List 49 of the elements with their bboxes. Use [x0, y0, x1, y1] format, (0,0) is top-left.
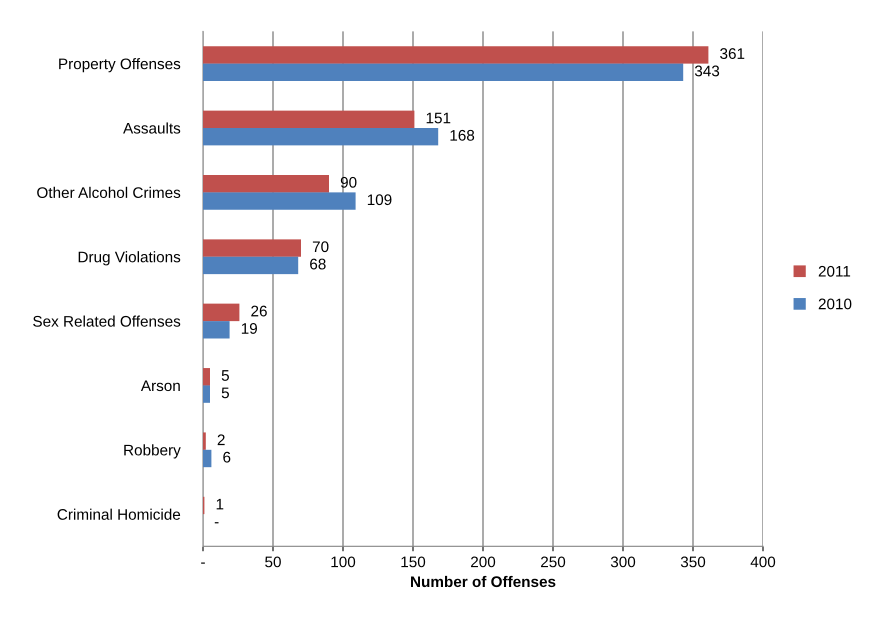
data-label: 68 — [310, 258, 326, 270]
data-label: 151 — [426, 112, 450, 124]
y-tick-label: Arson — [140, 380, 180, 392]
bar — [203, 432, 206, 450]
x-tick-label: 250 — [541, 556, 566, 568]
data-label: 1 — [216, 498, 224, 510]
legend-label: 2010 — [818, 298, 852, 310]
data-label: 19 — [242, 323, 257, 334]
x-tick-label: 350 — [680, 556, 706, 568]
y-tick-label: Other Alcohol Crimes — [37, 186, 180, 198]
bar — [203, 239, 301, 257]
y-tick-label: Property Offenses — [59, 58, 180, 72]
bar — [203, 64, 684, 81]
data-label: 5 — [222, 370, 229, 381]
legend-label: 2011 — [818, 266, 850, 277]
x-tick-label: 50 — [265, 556, 281, 568]
bar — [203, 256, 298, 274]
data-label: 168 — [450, 130, 474, 141]
y-tick-label: Robbery — [124, 444, 181, 459]
y-tick-label: Criminal Homicide — [58, 508, 180, 520]
data-label: 109 — [368, 194, 392, 206]
bar — [203, 192, 356, 210]
data-label: 5 — [222, 388, 229, 398]
data-label: 90 — [340, 176, 357, 188]
x-tick-label: 400 — [750, 556, 776, 568]
x-tick-label: 100 — [331, 556, 356, 568]
bar — [203, 321, 230, 338]
bar — [203, 128, 438, 146]
bar — [203, 110, 414, 128]
data-label: 2 — [218, 434, 225, 446]
bar — [203, 368, 210, 386]
y-tick-label: Assaults — [123, 122, 180, 134]
y-tick-label: Sex Related Offenses — [33, 316, 180, 327]
data-label: 26 — [251, 306, 267, 316]
y-tick-label: Drug Violations — [78, 251, 180, 266]
data-label: 361 — [720, 48, 744, 59]
x-tick-label: 200 — [471, 556, 496, 568]
x-axis-title: Number of Offenses — [411, 576, 556, 588]
bar — [203, 385, 210, 403]
data-label: 70 — [312, 241, 329, 252]
bar — [203, 450, 212, 468]
data-label: 6 — [223, 452, 230, 463]
x-tick-label: 150 — [401, 556, 426, 568]
bar — [203, 46, 708, 64]
bar — [203, 174, 329, 192]
bar — [203, 304, 240, 322]
x-tick-label: 300 — [610, 556, 636, 568]
data-label: 343 — [694, 66, 720, 76]
data-label: - — [214, 522, 219, 524]
